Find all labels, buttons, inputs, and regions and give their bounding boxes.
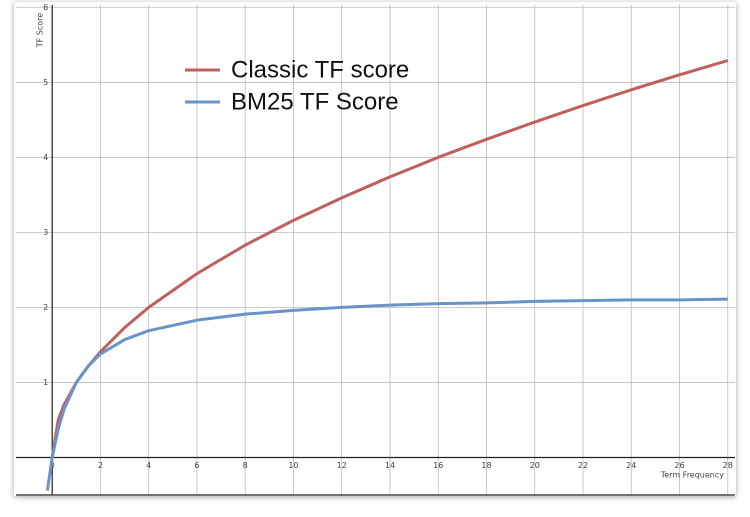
x-tick-label: 12 <box>337 461 347 470</box>
y-tick-label: 5 <box>43 78 48 87</box>
x-tick-label: 4 <box>146 461 151 470</box>
x-tick-label: 6 <box>194 461 199 470</box>
x-tick-label: 14 <box>385 461 395 470</box>
x-tick-label: 8 <box>243 461 248 470</box>
y-tick-label: 3 <box>43 228 48 237</box>
plot-area <box>16 5 735 496</box>
x-tick-label: 18 <box>481 461 491 470</box>
legend-text: BM25 TF Score <box>231 88 399 115</box>
y-tick-label: 4 <box>43 153 48 162</box>
x-tick-label: 10 <box>288 461 298 470</box>
x-tick-label: 16 <box>433 461 443 470</box>
y-tick-label: 6 <box>43 3 48 12</box>
data-line <box>45 297 728 491</box>
x-tick-label: 26 <box>674 461 684 470</box>
frame <box>14 2 736 496</box>
y-axis-label: TF Score <box>36 13 45 49</box>
x-tick-label: 24 <box>626 461 636 470</box>
legend-text: Classic TF score <box>231 56 409 83</box>
y-tick-label: 1 <box>43 378 48 387</box>
x-tick-label: 28 <box>723 461 733 470</box>
x-tick-label: 20 <box>530 461 540 470</box>
y-tick-label: 2 <box>43 303 48 312</box>
x-axis-label: Term Frequency <box>660 471 725 480</box>
x-tick-label: 2 <box>98 461 103 470</box>
x-tick-label: 22 <box>578 461 588 470</box>
